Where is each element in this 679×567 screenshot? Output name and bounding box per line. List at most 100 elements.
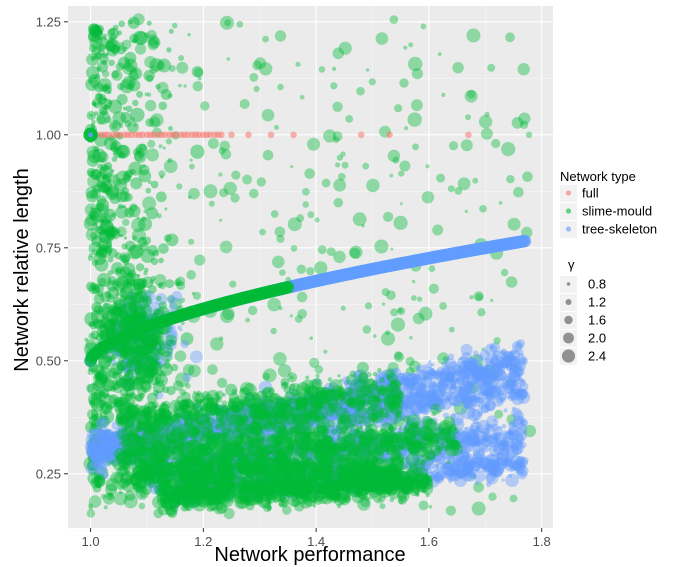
tree-skeleton-point — [517, 389, 528, 400]
slime-mould-point — [96, 195, 107, 205]
slime-mould-point — [188, 238, 195, 245]
slime-mould-point — [299, 397, 312, 410]
slime-mould-point — [128, 70, 139, 81]
slime-mould-point — [121, 478, 135, 492]
slime-mould-point — [121, 243, 128, 250]
slime-mould-point — [210, 337, 224, 351]
slime-mould-point — [127, 16, 140, 29]
slime-mould-point — [87, 33, 97, 42]
slime-mould-point — [501, 142, 516, 157]
slime-mould-point — [525, 131, 533, 138]
slime-mould-point — [107, 270, 114, 276]
slime-mould-point — [308, 471, 319, 482]
slime-mould-point — [386, 290, 396, 300]
slime-mould-point — [326, 389, 331, 393]
slime-mould-point — [87, 459, 99, 471]
slime-mould-point — [100, 217, 110, 228]
tree-skeleton-point — [90, 452, 99, 462]
slime-mould-point — [148, 36, 161, 49]
slime-mould-point — [162, 486, 173, 496]
slime-mould-point — [405, 356, 415, 366]
slime-mould-point — [323, 349, 328, 354]
slime-mould-point — [97, 390, 104, 398]
tree-skeleton-point — [493, 448, 498, 453]
slime-mould-point — [101, 52, 108, 59]
tree-skeleton-point — [461, 436, 468, 443]
slime-mould-point — [100, 181, 107, 187]
slime-mould-point — [238, 415, 246, 423]
slime-mould-point — [215, 417, 225, 427]
slime-mould-point — [98, 366, 112, 381]
slime-mould-point — [110, 230, 121, 240]
slime-mould-point — [131, 360, 146, 374]
slime-mould-point — [105, 328, 110, 333]
slime-mould-point — [123, 236, 127, 240]
tree-skeleton-point — [472, 474, 477, 479]
slime-mould-point — [395, 390, 405, 400]
slime-mould-point — [94, 369, 98, 374]
slime-mould-point — [132, 235, 138, 241]
slime-mould-point — [385, 483, 395, 492]
slime-mould-point — [381, 302, 386, 306]
slime-mould-point — [356, 361, 369, 374]
slime-mould-point — [113, 397, 125, 409]
slime-mould-point — [105, 227, 115, 236]
slime-mould-point — [158, 243, 169, 254]
slime-mould-point — [393, 215, 408, 230]
slime-mould-point — [309, 336, 314, 341]
slime-mould-point — [106, 179, 111, 184]
slime-mould-point — [158, 281, 167, 290]
slime-mould-point — [321, 178, 331, 188]
slime-mould-point — [362, 162, 370, 170]
slime-mould-point — [452, 61, 464, 74]
slime-mould-point — [146, 148, 159, 162]
slime-mould-point — [326, 247, 336, 256]
slime-mould-point — [100, 402, 110, 412]
slime-mould-point — [481, 347, 485, 351]
tree-skeleton-point — [448, 478, 453, 484]
slime-mould-point — [88, 466, 98, 476]
slime-mould-point — [315, 373, 320, 378]
slime-mould-point — [478, 115, 493, 129]
slime-mould-point — [333, 197, 344, 208]
slime-mould-point — [94, 51, 102, 59]
slime-mould-point — [287, 217, 302, 232]
slime-mould-point — [230, 193, 240, 203]
slime-mould-point — [169, 399, 182, 412]
slime-mould-point — [122, 318, 131, 328]
slime-mould-point — [399, 78, 409, 88]
slime-mould-point — [85, 228, 99, 242]
slime-mould-point — [238, 400, 241, 404]
slime-mould-point — [98, 237, 113, 252]
slime-mould-point — [356, 425, 363, 433]
slime-mould-point — [188, 187, 200, 200]
tree-skeleton-point — [449, 391, 453, 396]
slime-mould-point — [270, 327, 277, 335]
slime-mould-point — [105, 404, 113, 411]
slime-mould-point — [206, 417, 211, 421]
slime-mould-point — [437, 352, 450, 365]
slime-mould-point — [96, 325, 110, 339]
slime-mould-point — [437, 52, 442, 56]
slime-mould-point — [134, 31, 149, 45]
slime-mould-point — [124, 193, 133, 202]
slime-mould-point — [88, 506, 93, 511]
slime-mould-point — [338, 41, 352, 55]
slime-mould-point — [135, 43, 147, 55]
slime-mould-point — [116, 30, 122, 36]
slime-mould-point — [124, 207, 135, 218]
slime-mould-point — [91, 119, 96, 125]
slime-mould-point — [96, 473, 102, 479]
slime-mould-point — [122, 410, 129, 416]
slime-mould-point — [282, 474, 297, 489]
slime-mould-point — [466, 90, 476, 99]
slime-mould-point — [318, 389, 324, 394]
slime-mould-point — [168, 125, 173, 131]
tree-skeleton-point — [485, 365, 492, 372]
slime-mould-point — [356, 86, 365, 96]
slime-mould-point — [112, 24, 119, 31]
slime-mould-point — [147, 34, 159, 46]
slime-mould-point — [221, 438, 231, 448]
slime-mould-point — [166, 47, 172, 53]
slime-mould-point — [374, 239, 389, 254]
